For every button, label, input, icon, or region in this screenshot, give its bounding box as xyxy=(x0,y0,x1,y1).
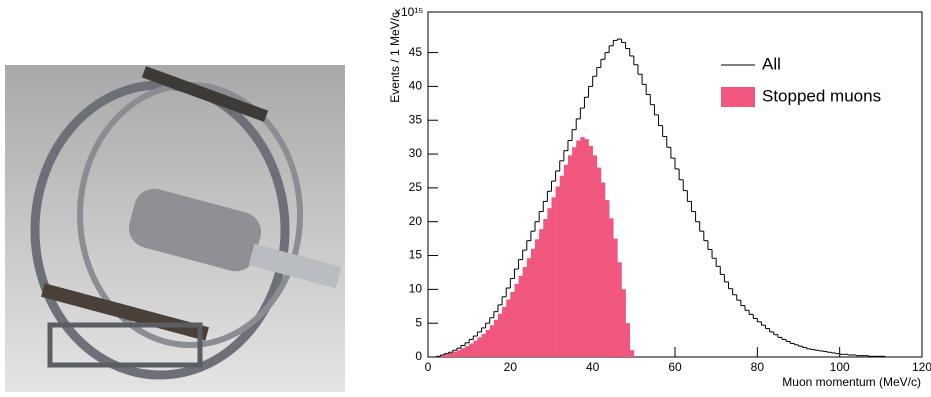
x-tick-label: 20 xyxy=(504,360,518,374)
y-tick-label: 30 xyxy=(409,146,423,160)
histogram-bar xyxy=(523,267,527,357)
histogram-bar xyxy=(498,314,502,357)
histogram-bar xyxy=(506,300,510,358)
histogram-bar xyxy=(514,284,518,357)
histogram-bar xyxy=(564,165,568,357)
y-tick-label: 0 xyxy=(415,349,422,363)
x-tick-label: 60 xyxy=(668,360,682,374)
histogram-bar xyxy=(449,353,453,357)
histogram-bar xyxy=(613,239,617,357)
y-tick-label: 25 xyxy=(409,180,423,194)
y-axis-label: Events / 1 MeV/c xyxy=(388,12,402,103)
histogram-bar xyxy=(552,197,556,357)
x-tick-label: 40 xyxy=(586,360,600,374)
detector-render xyxy=(5,65,345,392)
legend-label: All xyxy=(762,54,781,73)
histogram-bar xyxy=(593,155,597,357)
histogram-bar xyxy=(584,139,588,357)
histogram-bar xyxy=(597,168,601,357)
histogram-bar xyxy=(626,323,630,357)
legend-swatch xyxy=(721,87,755,107)
histogram-bar xyxy=(609,218,613,357)
y-tick-label: 40 xyxy=(409,79,423,93)
histogram-bar xyxy=(457,350,461,357)
histogram-bar xyxy=(543,219,547,357)
y-tick-label: 15 xyxy=(409,248,423,262)
histogram-bar xyxy=(473,341,477,357)
histogram-bar xyxy=(576,141,580,357)
histogram-bar xyxy=(510,292,514,357)
legend-label: Stopped muons xyxy=(762,86,881,105)
y-tick-label: 35 xyxy=(409,112,423,126)
x-axis-label: Muon momentum (MeV/c) xyxy=(782,375,921,389)
page: ×10¹⁵ Muon momentum (MeV/c) Events / 1 M… xyxy=(0,0,931,392)
histogram-bar xyxy=(469,343,473,357)
histogram-bar xyxy=(477,337,481,357)
histogram-bar xyxy=(482,334,486,357)
histogram-bar xyxy=(560,176,564,357)
histogram-bar xyxy=(630,350,634,357)
histogram-bar xyxy=(535,239,539,357)
histogram-bar xyxy=(502,307,506,357)
histogram-bar xyxy=(494,320,498,357)
histogram-bar xyxy=(461,348,465,357)
histogram-bar xyxy=(580,137,584,357)
x-tick-label: 100 xyxy=(830,360,850,374)
y-tick-label: 5 xyxy=(415,315,422,329)
x-tick-label: 120 xyxy=(912,360,931,374)
y-tick-label: 45 xyxy=(409,45,423,59)
y-tick-label: 20 xyxy=(409,214,423,228)
histogram-bar xyxy=(527,258,531,357)
histogram-bar xyxy=(568,155,572,357)
histogram-bar xyxy=(572,147,576,357)
histogram-bar xyxy=(601,182,605,357)
y-tick-label: 10 xyxy=(409,282,423,296)
histogram-bar xyxy=(547,208,551,357)
histogram-bar xyxy=(617,262,621,357)
histogram-bar xyxy=(519,276,523,357)
histogram-bar xyxy=(444,354,448,357)
x-tick-label: 80 xyxy=(751,360,765,374)
histogram-bar xyxy=(440,356,444,357)
histogram-bar xyxy=(531,249,535,357)
histogram-bar xyxy=(465,346,469,357)
histogram-bar xyxy=(486,330,490,357)
histogram-bar xyxy=(539,229,543,357)
histogram-bar xyxy=(490,325,494,357)
histogram-bar xyxy=(605,200,609,357)
histogram-bar xyxy=(589,146,593,357)
x-tick-label: 0 xyxy=(425,360,432,374)
histogram-bar xyxy=(556,187,560,357)
histogram-bar xyxy=(621,289,625,357)
histogram-bar xyxy=(453,352,457,357)
figure: ×10¹⁵ Muon momentum (MeV/c) Events / 1 M… xyxy=(0,0,931,392)
